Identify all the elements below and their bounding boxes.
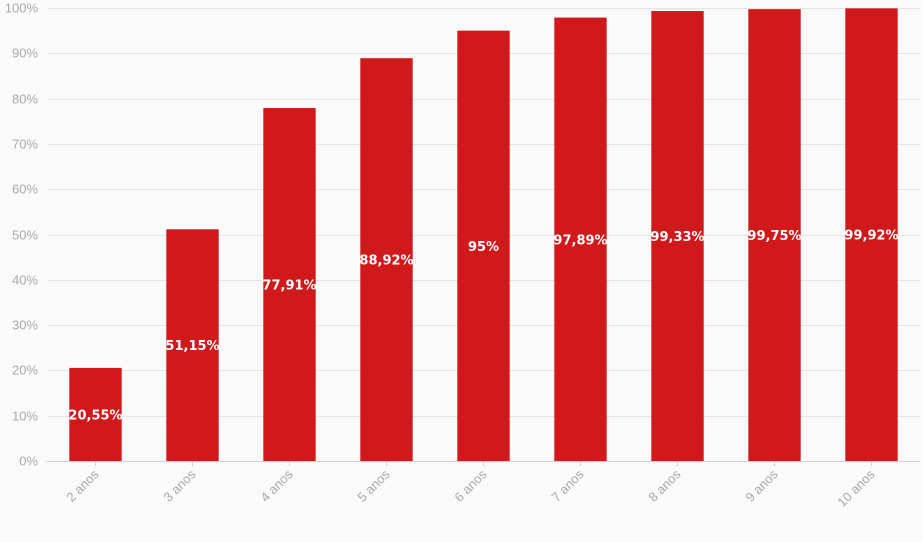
y-tick-label: 50% [12,228,38,243]
x-tick-label: 5 anos [354,466,393,505]
bar-data-label: 20,55% [68,408,122,423]
bar [554,17,607,462]
y-tick-label: 60% [12,182,38,197]
y-tick-label: 40% [12,273,38,288]
y-tick-label: 90% [12,46,38,61]
y-tick-label: 80% [12,92,38,107]
x-tick-label: 10 anos [834,466,878,510]
bar [166,229,219,461]
x-tick-label: 3 anos [160,466,199,505]
bar [69,367,122,461]
y-tick-label: 30% [12,318,38,333]
bar-data-label: 99,92% [844,229,898,244]
y-tick-label: 0% [19,454,38,469]
bar [457,30,510,462]
y-tick-label: 100% [5,1,39,16]
y-tick-label: 70% [12,137,38,152]
x-tick-label: 8 anos [645,466,684,505]
x-tick-label: 7 anos [548,466,587,505]
x-axis: 2 anos 3 anos 4 anos 5 anos 6 anos 7 anos 8 an… [63,461,878,510]
bar [651,11,704,462]
bar-data-label: 88,92% [359,254,413,269]
bar [360,58,413,461]
bar [263,108,316,462]
y-axis: 0% 10% 20% 30% 40% 50% 60% 70% 80% 90% 100% [5,1,39,469]
bar-data-label: 95% [468,240,499,255]
bar-data-label: 99,75% [747,229,801,244]
x-tick-label: 2 anos [63,466,102,505]
x-tick-label: 4 anos [257,466,296,505]
y-tick-label: 20% [12,363,38,378]
bar [748,9,801,461]
bar-data-label: 51,15% [165,339,219,354]
data-labels: 20,55% 51,15% 77,91% 88,92% 95% 97,89% 99,33% 9… [68,229,898,424]
bar-data-label: 97,89% [553,233,607,248]
x-tick-label: 9 anos [742,466,781,505]
y-tick-label: 10% [12,409,38,424]
bar-data-label: 99,33% [650,230,704,245]
bar [845,8,898,462]
x-tick-label: 6 anos [451,466,490,505]
bar-data-label: 77,91% [262,279,316,294]
bars [69,8,898,462]
